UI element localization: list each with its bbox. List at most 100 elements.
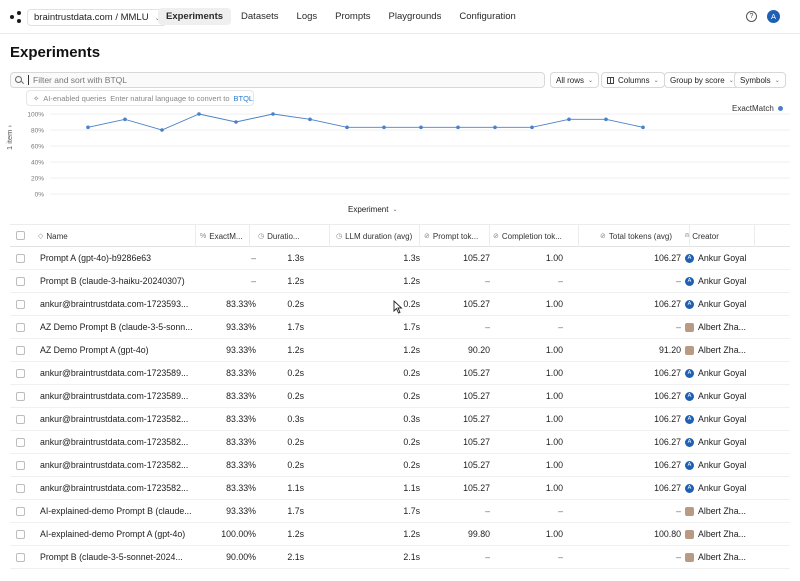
org-project-selector[interactable]: braintrustdata.com / MMLU ⌄	[27, 9, 168, 26]
data-point[interactable]	[641, 125, 645, 130]
cell-name[interactable]: ankur@braintrustdata.com-1723582...	[40, 437, 189, 447]
table-row[interactable]: AI-explained-demo Prompt B (claude... 93.…	[10, 500, 790, 523]
nav-tab-prompts[interactable]: Prompts	[335, 11, 371, 22]
cell-prompt: 99.80	[467, 529, 490, 539]
table-row[interactable]: ankur@braintrustdata.com-1723582... 83.33…	[10, 477, 790, 500]
data-point[interactable]	[308, 117, 312, 122]
table-row[interactable]: Prompt B (claude-3-haiku-20240307) – 1.2s 1…	[10, 270, 790, 293]
help-icon[interactable]: ?	[746, 11, 757, 22]
row-checkbox[interactable]	[16, 484, 25, 493]
cell-name[interactable]: ankur@braintrustdata.com-1723593...	[40, 299, 189, 309]
search-field[interactable]	[33, 75, 513, 85]
column-header-5[interactable]: ⊘ Completion tok...	[493, 225, 579, 247]
nav-tab-playgrounds[interactable]: Playgrounds	[388, 11, 442, 22]
column-header-2[interactable]: ◷ Duratio...	[258, 225, 330, 247]
data-point[interactable]	[123, 117, 127, 122]
cell-total: –	[676, 276, 681, 286]
cell-name[interactable]: ankur@braintrustdata.com-1723582...	[40, 483, 189, 493]
table-row[interactable]: ankur@braintrustdata.com-1723593... 83.33…	[10, 293, 790, 316]
columns-button[interactable]: Columns ⌄	[601, 72, 665, 88]
row-checkbox[interactable]	[16, 346, 25, 355]
cell-name[interactable]: ankur@braintrustdata.com-1723582...	[40, 460, 189, 470]
table-row[interactable]: AI-explained-demo Prompt A (gpt-4o) 100.0…	[10, 523, 790, 546]
table-row[interactable]: AZ Demo Prompt A (gpt-4o) 93.33% 1.2s 1.2s 9…	[10, 339, 790, 362]
table-row[interactable]: Prompt B (claude-3-5-sonnet-2024... 90.00…	[10, 546, 790, 569]
row-checkbox[interactable]	[16, 277, 25, 286]
table-row[interactable]: ankur@braintrustdata.com-1723589... 83.33…	[10, 385, 790, 408]
column-header-1[interactable]: % ExactM...	[200, 225, 250, 247]
table-row[interactable]: Prompt A (gpt-4o)-b9286e63 – 1.3s 1.3s 105.2…	[10, 247, 790, 270]
braintrust-logo-icon[interactable]	[10, 11, 22, 23]
cell-name[interactable]: AZ Demo Prompt B (claude-3-5-sonn...	[40, 322, 193, 332]
cell-creator: A Ankur Goyal	[685, 385, 757, 408]
cell-exact: 83.33%	[226, 483, 256, 493]
symbols-dropdown[interactable]: Symbols ⌄	[734, 72, 786, 88]
cell-name[interactable]: Prompt A (gpt-4o)-b9286e63	[40, 253, 152, 263]
row-checkbox[interactable]	[16, 369, 25, 378]
data-point[interactable]	[234, 120, 238, 124]
column-header-3[interactable]: ◷ LLM duration (avg)	[336, 225, 420, 247]
row-checkbox[interactable]	[16, 415, 25, 424]
column-header-0[interactable]: ◇ Name	[38, 225, 196, 247]
column-header-6[interactable]: ⊘ Total tokens (avg)	[600, 225, 690, 247]
ai-query-hint[interactable]: ✧ AI-enabled queries Enter natural langu…	[26, 90, 254, 106]
nav-tab-experiments[interactable]: Experiments	[158, 8, 232, 25]
creator-avatar: A	[685, 438, 694, 448]
data-point[interactable]	[271, 112, 275, 116]
data-point[interactable]	[86, 125, 90, 130]
cell-name[interactable]: ankur@braintrustdata.com-1723582...	[40, 414, 189, 424]
all-rows-dropdown[interactable]: All rows ⌄	[550, 72, 600, 88]
cell-name[interactable]: AZ Demo Prompt A (gpt-4o)	[40, 345, 149, 355]
exactmatch-chart[interactable]: 0% 20% 40% 60% 80% 100%	[0, 96, 800, 221]
nav-tab-logs[interactable]: Logs	[296, 11, 318, 22]
cell-name[interactable]: AI-explained-demo Prompt A (gpt-4o)	[40, 529, 186, 539]
row-checkbox[interactable]	[16, 553, 25, 562]
table-header: ◇ Name% ExactM... ◷ Duratio... ◷ LLM duration …	[10, 224, 790, 247]
cell-name[interactable]: ankur@braintrustdata.com-1723589...	[40, 391, 189, 401]
table-row[interactable]: ankur@braintrustdata.com-1723582... 83.33…	[10, 454, 790, 477]
data-point[interactable]	[382, 125, 386, 130]
row-checkbox[interactable]	[16, 323, 25, 332]
cell-name[interactable]: Prompt B (claude-3-haiku-20240307)	[40, 276, 185, 286]
row-checkbox[interactable]	[16, 254, 25, 263]
data-point[interactable]	[567, 117, 571, 122]
data-point[interactable]	[493, 125, 497, 130]
select-all-checkbox[interactable]	[16, 231, 25, 240]
data-point[interactable]	[419, 125, 423, 130]
row-checkbox[interactable]	[16, 392, 25, 401]
cell-name[interactable]: ankur@braintrustdata.com-1723589...	[40, 368, 189, 378]
x-axis-selector[interactable]: Experiment ⌄	[343, 202, 403, 216]
nav-tab-configuration[interactable]: Configuration	[459, 11, 516, 22]
group-by-dropdown[interactable]: Group by score ⌄	[664, 72, 740, 88]
row-checkbox[interactable]	[16, 438, 25, 447]
column-header-4[interactable]: ⊘ Prompt tok...	[424, 225, 490, 247]
column-header-7[interactable]: ⍝ Creator	[685, 225, 755, 247]
nav-tab-datasets[interactable]: Datasets	[241, 11, 279, 22]
user-avatar[interactable]: A	[767, 10, 780, 23]
chart-legend[interactable]: ExactMatch	[732, 104, 783, 113]
chart-canvas[interactable]: 0% 20% 40% 60% 80% 100%	[0, 96, 800, 221]
chart-y-axis-label[interactable]: 1 item ›	[5, 124, 14, 150]
row-checkbox[interactable]	[16, 507, 25, 516]
table-row[interactable]: ankur@braintrustdata.com-1723589... 83.33…	[10, 362, 790, 385]
sparkle-icon: ✧	[33, 93, 40, 103]
table-row[interactable]: AZ Demo Prompt B (claude-3-5-sonn... 93.3…	[10, 316, 790, 339]
data-point[interactable]	[345, 125, 349, 130]
row-checkbox[interactable]	[16, 300, 25, 309]
column-header-label: Completion tok...	[501, 231, 562, 241]
cell-name[interactable]: Prompt B (claude-3-5-sonnet-2024...	[40, 552, 183, 562]
cell-llm: 1.3s	[403, 253, 420, 263]
row-checkbox[interactable]	[16, 461, 25, 470]
y-tick-label: 20%	[31, 176, 44, 183]
data-point[interactable]	[160, 128, 164, 132]
cell-name[interactable]: AI-explained-demo Prompt B (claude...	[40, 506, 192, 516]
row-checkbox[interactable]	[16, 530, 25, 539]
creator-name: Albert Zha...	[698, 345, 746, 355]
table-row[interactable]: ankur@braintrustdata.com-1723582... 83.33…	[10, 408, 790, 431]
table-row[interactable]: ankur@braintrustdata.com-1723582... 83.33…	[10, 431, 790, 454]
btql-search-input[interactable]	[10, 72, 545, 88]
data-point[interactable]	[604, 117, 608, 122]
data-point[interactable]	[530, 125, 534, 130]
data-point[interactable]	[456, 125, 460, 130]
data-point[interactable]	[197, 112, 201, 116]
